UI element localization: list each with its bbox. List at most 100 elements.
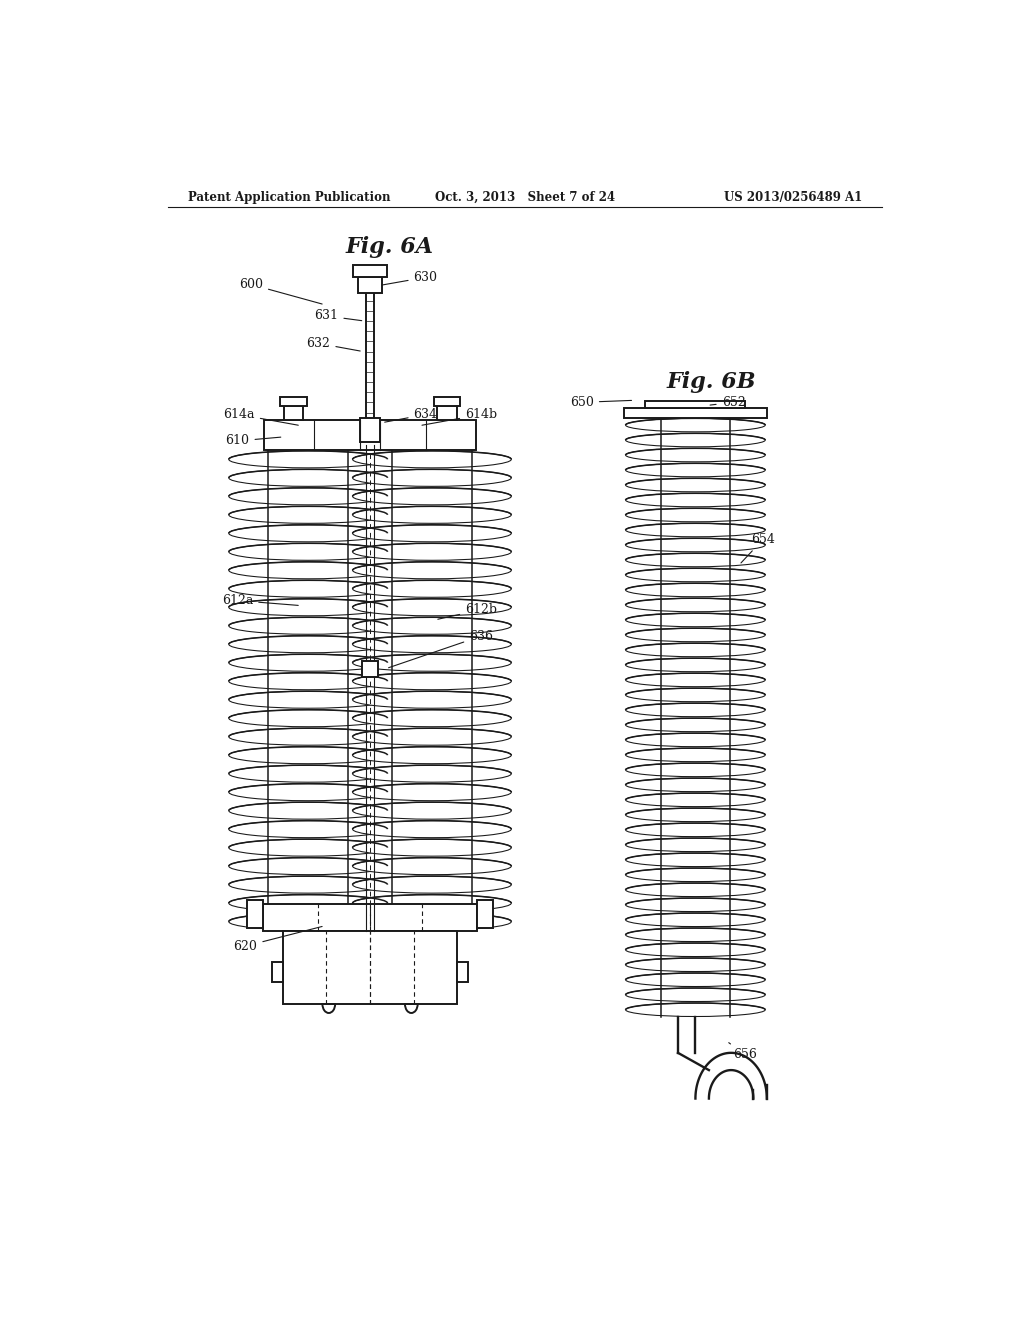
Ellipse shape	[228, 840, 387, 857]
Bar	[353, 265, 387, 277]
Ellipse shape	[352, 692, 511, 709]
Ellipse shape	[626, 539, 765, 552]
Ellipse shape	[626, 583, 765, 597]
Ellipse shape	[352, 525, 511, 541]
Ellipse shape	[626, 523, 765, 537]
Ellipse shape	[626, 989, 765, 1002]
Ellipse shape	[228, 858, 387, 875]
Bar	[264, 420, 476, 450]
Ellipse shape	[352, 618, 511, 635]
Ellipse shape	[626, 913, 765, 927]
Ellipse shape	[352, 876, 511, 894]
Text: 654: 654	[741, 533, 775, 562]
Text: 636: 636	[388, 630, 494, 668]
Ellipse shape	[228, 581, 387, 597]
Ellipse shape	[228, 692, 387, 709]
Ellipse shape	[626, 898, 765, 912]
Ellipse shape	[352, 747, 511, 764]
Text: 614a: 614a	[223, 408, 298, 425]
Text: 600: 600	[239, 279, 323, 304]
Ellipse shape	[626, 1003, 765, 1016]
Text: Fig. 6B: Fig. 6B	[667, 371, 756, 393]
Text: 610: 610	[225, 434, 281, 447]
Bar	[283, 931, 458, 1005]
Ellipse shape	[626, 628, 765, 642]
Ellipse shape	[626, 883, 765, 896]
Bar	[263, 904, 477, 931]
Ellipse shape	[626, 808, 765, 821]
Bar	[458, 962, 468, 982]
Ellipse shape	[352, 784, 511, 801]
Ellipse shape	[228, 562, 387, 578]
Ellipse shape	[626, 704, 765, 717]
Ellipse shape	[626, 688, 765, 702]
Ellipse shape	[228, 729, 387, 746]
Ellipse shape	[352, 599, 511, 616]
Ellipse shape	[352, 729, 511, 746]
Ellipse shape	[228, 673, 387, 690]
Ellipse shape	[228, 784, 387, 801]
Ellipse shape	[626, 928, 765, 941]
Ellipse shape	[626, 777, 765, 792]
Bar	[271, 962, 283, 982]
Ellipse shape	[228, 803, 387, 820]
Ellipse shape	[626, 614, 765, 627]
Ellipse shape	[626, 478, 765, 492]
Ellipse shape	[352, 766, 511, 783]
Ellipse shape	[626, 869, 765, 882]
Ellipse shape	[228, 599, 387, 616]
Ellipse shape	[228, 470, 387, 486]
Ellipse shape	[626, 733, 765, 747]
Text: 612b: 612b	[438, 603, 498, 619]
Bar	[358, 277, 382, 293]
Ellipse shape	[228, 451, 387, 467]
Ellipse shape	[626, 508, 765, 521]
Ellipse shape	[352, 451, 511, 467]
Ellipse shape	[228, 766, 387, 783]
Ellipse shape	[626, 793, 765, 807]
Ellipse shape	[352, 673, 511, 690]
Ellipse shape	[626, 463, 765, 477]
Ellipse shape	[626, 763, 765, 776]
Bar	[284, 407, 303, 420]
Ellipse shape	[626, 598, 765, 611]
Ellipse shape	[626, 433, 765, 446]
Bar	[624, 408, 767, 417]
Text: 632: 632	[306, 337, 360, 351]
Ellipse shape	[228, 710, 387, 727]
Ellipse shape	[626, 718, 765, 731]
Ellipse shape	[626, 659, 765, 672]
Ellipse shape	[228, 876, 387, 894]
Ellipse shape	[626, 942, 765, 957]
Text: 650: 650	[570, 396, 632, 409]
Text: 656: 656	[729, 1043, 758, 1061]
Bar	[433, 397, 460, 407]
Text: 634: 634	[385, 408, 437, 422]
Ellipse shape	[228, 544, 387, 560]
Ellipse shape	[352, 710, 511, 727]
Ellipse shape	[352, 544, 511, 560]
Ellipse shape	[352, 858, 511, 875]
Bar	[477, 900, 494, 928]
Text: Fig. 6A: Fig. 6A	[346, 236, 434, 257]
Text: 652: 652	[710, 396, 745, 409]
Ellipse shape	[228, 821, 387, 838]
Ellipse shape	[626, 748, 765, 762]
Ellipse shape	[352, 803, 511, 820]
Ellipse shape	[352, 655, 511, 672]
Ellipse shape	[228, 507, 387, 523]
Text: 620: 620	[233, 927, 323, 953]
Ellipse shape	[352, 913, 511, 931]
Ellipse shape	[626, 553, 765, 566]
Ellipse shape	[626, 449, 765, 462]
Ellipse shape	[352, 840, 511, 857]
Ellipse shape	[228, 913, 387, 931]
Ellipse shape	[626, 494, 765, 507]
Ellipse shape	[626, 838, 765, 851]
Ellipse shape	[626, 568, 765, 582]
Bar	[247, 900, 263, 928]
Ellipse shape	[626, 824, 765, 837]
Ellipse shape	[626, 643, 765, 657]
Ellipse shape	[228, 655, 387, 672]
Text: 631: 631	[314, 309, 361, 322]
